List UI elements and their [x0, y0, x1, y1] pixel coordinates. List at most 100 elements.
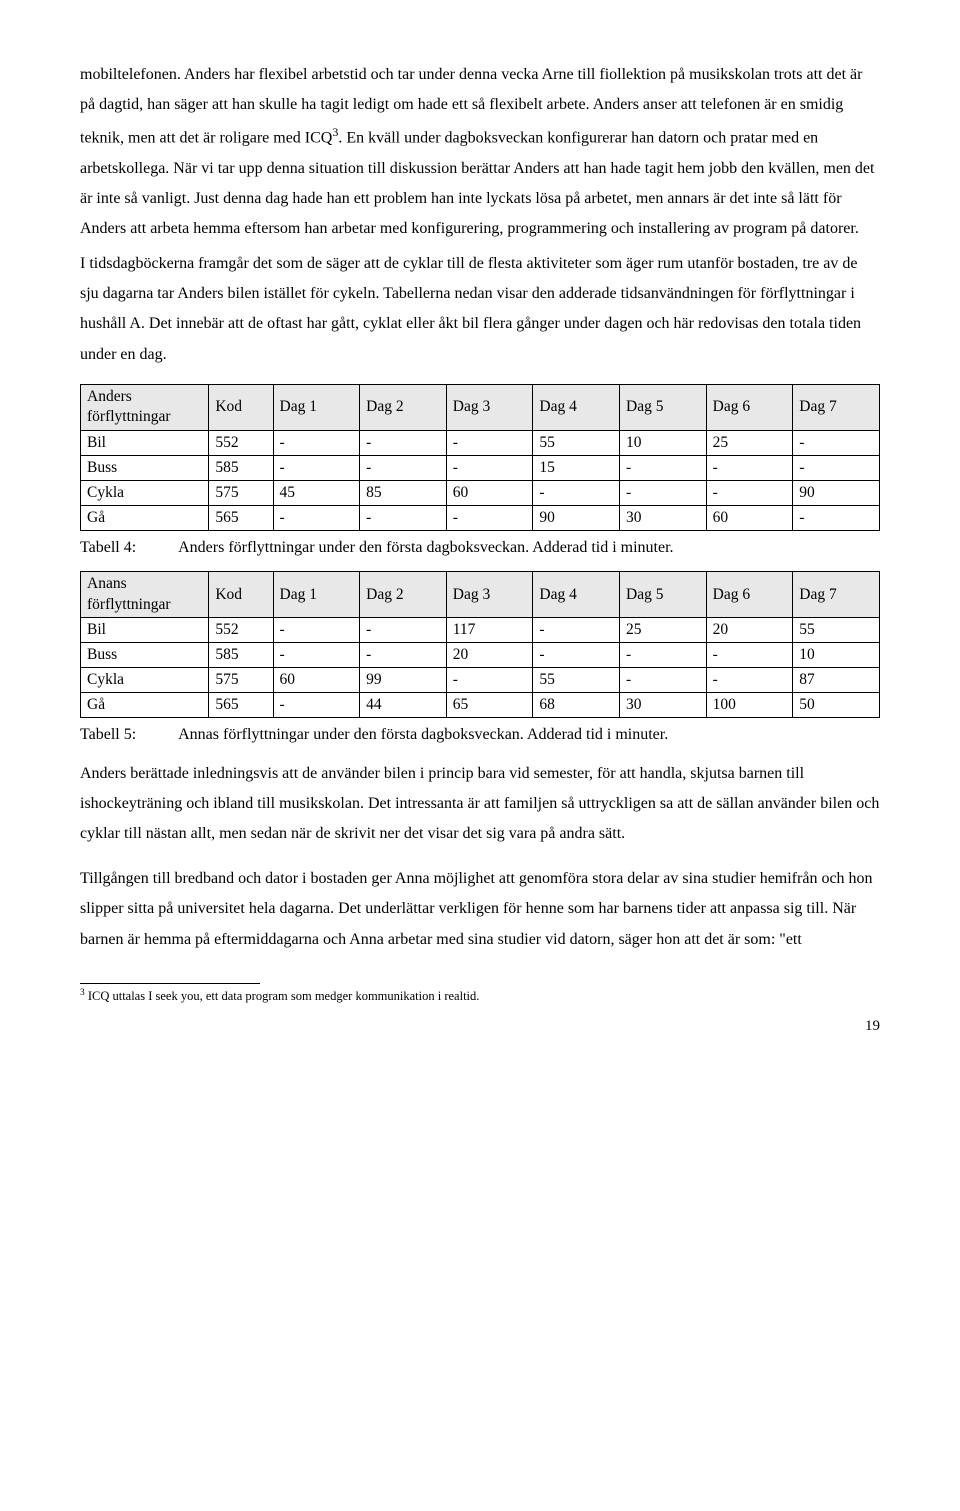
table-cell: -	[620, 480, 707, 505]
table-cell: -	[273, 642, 360, 667]
table-header-cell: Dag 2	[360, 572, 447, 617]
table-cell: 575	[209, 668, 273, 693]
table-cell: 50	[793, 693, 880, 718]
table-cell: -	[273, 455, 360, 480]
table-cell: 45	[273, 480, 360, 505]
table-cell: -	[620, 455, 707, 480]
table-cell: -	[446, 505, 533, 530]
caption-table-4: Tabell 4: Anders förflyttningar under de…	[80, 533, 880, 563]
table-header-cell: Dag 6	[706, 572, 793, 617]
table-row: Buss585---15---	[81, 455, 880, 480]
table-header-cell: Dag 7	[793, 385, 880, 430]
table-cell: 117	[446, 617, 533, 642]
table-cell: 25	[706, 430, 793, 455]
table-header-cell: Dag 6	[706, 385, 793, 430]
table-cell: -	[360, 430, 447, 455]
table-cell: 585	[209, 642, 273, 667]
paragraph-1: mobiltelefonen. Anders har flexibel arbe…	[80, 60, 880, 370]
table-cell: -	[706, 455, 793, 480]
table-cell: 55	[793, 617, 880, 642]
table-cell: -	[620, 668, 707, 693]
table-cell: 585	[209, 455, 273, 480]
table-row: Gå565-4465683010050	[81, 693, 880, 718]
table-header-cell: Dag 3	[446, 385, 533, 430]
table-cell: Gå	[81, 693, 209, 718]
table-cell: Cykla	[81, 668, 209, 693]
table-row: Bil552--117-252055	[81, 617, 880, 642]
caption-table-5: Tabell 5: Annas förflyttningar under den…	[80, 720, 880, 750]
table-cell: 20	[446, 642, 533, 667]
table-header-cell: Dag 4	[533, 385, 620, 430]
table-cell: -	[706, 480, 793, 505]
table-cell: 99	[360, 668, 447, 693]
table-cell: 90	[533, 505, 620, 530]
table-cell: -	[446, 668, 533, 693]
footnote-text: ICQ uttalas I seek you, ett data program…	[85, 989, 480, 1003]
table-cell: 565	[209, 693, 273, 718]
table-cell: 55	[533, 668, 620, 693]
table-cell: Gå	[81, 505, 209, 530]
table-cell: 25	[620, 617, 707, 642]
table-cell: Buss	[81, 455, 209, 480]
table-cell: 65	[446, 693, 533, 718]
table-cell: -	[360, 505, 447, 530]
table-cell: -	[793, 455, 880, 480]
table-cell: -	[533, 642, 620, 667]
table-header-cell: Anansförflyttningar	[81, 572, 209, 617]
table-cell: 87	[793, 668, 880, 693]
table-cell: 30	[620, 505, 707, 530]
table-cell: -	[360, 642, 447, 667]
table-header-cell: Andersförflyttningar	[81, 385, 209, 430]
footnote: 3 ICQ uttalas I seek you, ett data progr…	[80, 987, 880, 1004]
table-header-cell: Dag 5	[620, 385, 707, 430]
table-cell: 10	[793, 642, 880, 667]
table-cell: -	[446, 455, 533, 480]
table-cell: 552	[209, 430, 273, 455]
table-anders: AndersförflyttningarKodDag 1Dag 2Dag 3Da…	[80, 384, 880, 531]
table-cell: -	[360, 455, 447, 480]
table-anna: AnansförflyttningarKodDag 1Dag 2Dag 3Dag…	[80, 571, 880, 718]
table-header-cell: Kod	[209, 572, 273, 617]
caption-text: Anders förflyttningar under den första d…	[178, 539, 673, 556]
body-text: Tillgången till bredband och dator i bos…	[80, 864, 880, 955]
table-cell: -	[273, 693, 360, 718]
table-cell: Buss	[81, 642, 209, 667]
table-cell: -	[273, 430, 360, 455]
table-header-cell: Dag 1	[273, 572, 360, 617]
table-cell: 575	[209, 480, 273, 505]
table-cell: -	[706, 642, 793, 667]
table-cell: 44	[360, 693, 447, 718]
paragraph-4: Tillgången till bredband och dator i bos…	[80, 864, 880, 955]
table-cell: -	[360, 617, 447, 642]
body-text: Anders berättade inledningsvis att de an…	[80, 759, 880, 850]
body-text: I tidsdagböckerna framgår det som de säg…	[80, 249, 880, 371]
table-cell: 90	[793, 480, 880, 505]
table-cell: Bil	[81, 617, 209, 642]
table-cell: -	[706, 668, 793, 693]
table-cell: 20	[706, 617, 793, 642]
caption-text: Annas förflyttningar under den första da…	[178, 726, 668, 743]
table-cell: 565	[209, 505, 273, 530]
body-text: mobiltelefonen. Anders har flexibel arbe…	[80, 60, 880, 245]
table-row: Cykla5756099-55--87	[81, 668, 880, 693]
table-cell: 60	[706, 505, 793, 530]
table-header-cell: Dag 2	[360, 385, 447, 430]
table-cell: 30	[620, 693, 707, 718]
table-cell: 85	[360, 480, 447, 505]
table-header-cell: Dag 4	[533, 572, 620, 617]
table-cell: -	[793, 505, 880, 530]
table-cell: 55	[533, 430, 620, 455]
table-header-cell: Dag 1	[273, 385, 360, 430]
table-cell: 68	[533, 693, 620, 718]
table-cell: 60	[446, 480, 533, 505]
table-cell: -	[273, 617, 360, 642]
table-cell: 552	[209, 617, 273, 642]
table-header-cell: Dag 5	[620, 572, 707, 617]
table-cell: -	[620, 642, 707, 667]
table-cell: -	[533, 480, 620, 505]
table-cell: Bil	[81, 430, 209, 455]
table-cell: -	[533, 617, 620, 642]
table-cell: 10	[620, 430, 707, 455]
table-header-cell: Dag 7	[793, 572, 880, 617]
table-cell: 100	[706, 693, 793, 718]
